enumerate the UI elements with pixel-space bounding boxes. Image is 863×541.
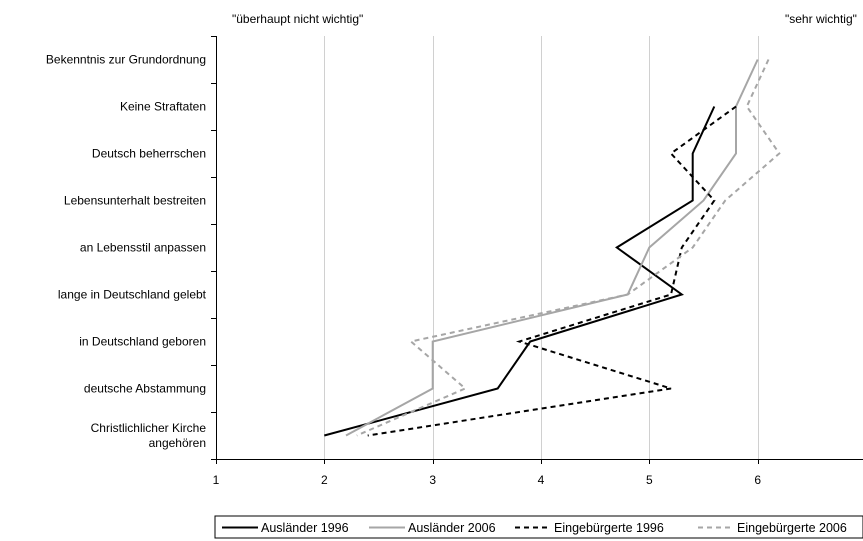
category-label: Deutsch beherrschen (92, 147, 206, 161)
category-label: an Lebensstil anpassen (80, 241, 206, 255)
scale-right-label: "sehr wichtig" (785, 12, 857, 26)
legend-box (214, 515, 863, 539)
category-labels: Bekenntnis zur Grundordnung Keine Strafta… (46, 53, 207, 451)
category-label: lange in Deutschland gelebt (58, 288, 207, 302)
x-tick-label: 5 (646, 473, 653, 487)
x-tick-label: 3 (429, 473, 436, 487)
legend-label: Eingebürgerte 1996 (554, 521, 664, 535)
x-tick-label: 4 (538, 473, 545, 487)
category-label: Lebensunterhalt bestreiten (64, 194, 206, 208)
category-label: Bekenntnis zur Grundordnung (46, 53, 206, 67)
series-line (345, 59, 759, 437)
x-tick-label: 1 (213, 473, 220, 487)
legend-label: Ausländer 2006 (408, 521, 496, 535)
axes (211, 36, 863, 464)
x-tick-label: 6 (754, 473, 761, 487)
legend-label: Ausländer 1996 (261, 521, 349, 535)
series-line (356, 59, 781, 437)
x-tick-labels: 1 2 3 4 5 6 (213, 473, 762, 487)
legend: Ausländer 1996 Ausländer 2006 Eingebürgert… (214, 515, 863, 539)
x-tick-label: 2 (321, 473, 328, 487)
series-line (367, 105, 737, 437)
category-label: Keine Straftaten (120, 100, 206, 114)
series-line (324, 106, 716, 437)
category-label: deutsche Abstammung (84, 382, 206, 396)
category-label: Christlichlicher Kirche (91, 421, 207, 435)
category-label: in Deutschland geboren (79, 335, 206, 349)
category-label: angehören (149, 436, 206, 450)
series-lines (324, 59, 781, 437)
legend-label: Eingebürgerte 2006 (737, 521, 847, 535)
scale-left-label: "überhaupt nicht wichtig" (232, 12, 363, 26)
